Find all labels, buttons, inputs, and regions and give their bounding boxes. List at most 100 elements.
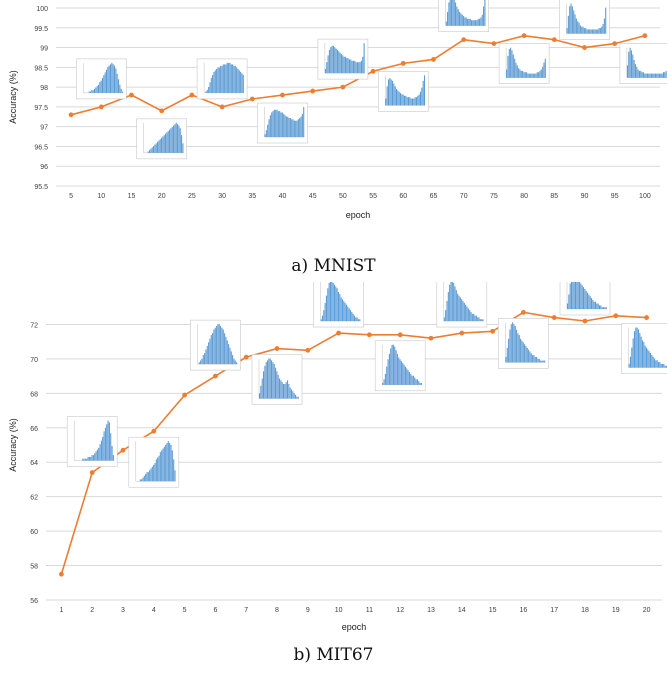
x-tick-label: 75 (490, 193, 498, 200)
histogram-bar (402, 94, 404, 106)
histogram-bar (418, 381, 420, 385)
histogram-bar (579, 282, 581, 309)
histogram-bar (650, 73, 652, 78)
histogram-bar (225, 336, 227, 365)
histogram-bar (356, 317, 358, 322)
histogram-bar (657, 73, 659, 78)
histogram-bar (359, 319, 361, 322)
data-point (551, 315, 557, 320)
x-tick-label: 14 (458, 607, 466, 614)
histogram-bar (111, 62, 113, 93)
histogram-bar (416, 379, 418, 385)
histogram-bar (206, 345, 208, 365)
chart-mnist: 95.5 96 96.5 97 97.5 98 98.5 99 99.5 100 5 10 15 20 25… (0, 0, 667, 250)
histogram-bar (273, 364, 275, 399)
histogram-bar (110, 433, 112, 461)
histogram-bar (173, 125, 175, 153)
histogram-bar (648, 351, 650, 368)
histogram-bar (209, 82, 211, 93)
histogram-bar (465, 304, 467, 322)
histogram-bar (212, 74, 214, 93)
histogram-bar (205, 349, 207, 365)
series-line (60, 311, 647, 575)
histogram-bar (534, 356, 536, 363)
histogram-bar (272, 111, 274, 138)
data-point (644, 315, 649, 320)
histogram-bar (259, 393, 261, 399)
data-point (431, 57, 436, 62)
histogram-bar (289, 117, 291, 138)
histogram-bar (587, 292, 589, 309)
histogram-bar (470, 311, 472, 322)
histogram-bar (84, 458, 86, 461)
histogram-bar (327, 55, 329, 74)
histogram-bar (351, 60, 353, 74)
histogram-bar (150, 468, 152, 482)
histogram-bar (540, 69, 542, 78)
histogram-bar (583, 28, 585, 34)
histogram-bar (269, 115, 271, 138)
histogram-bar (454, 286, 456, 322)
histogram-bar (507, 55, 509, 78)
data-point (182, 392, 188, 398)
histogram-bar (459, 297, 461, 322)
histogram-bar (512, 322, 514, 363)
y-tick-label: 68 (30, 391, 38, 398)
histogram-bar (587, 29, 589, 34)
data-point (219, 104, 225, 110)
histogram-bar (544, 58, 546, 78)
data-point (280, 92, 285, 98)
histogram-bar (352, 313, 354, 322)
histogram-bar (644, 345, 646, 368)
histogram-bar (263, 371, 265, 399)
histogram-bar (647, 349, 649, 368)
histogram-bar (89, 91, 92, 93)
histogram-bar (225, 64, 227, 93)
histogram-bar (150, 148, 152, 153)
data-point (642, 33, 648, 39)
histogram-bar (522, 342, 524, 363)
histogram-bar (542, 66, 544, 78)
histogram-bar (331, 45, 333, 74)
x-tick-label: 55 (369, 193, 377, 200)
histogram-bar (513, 324, 515, 363)
histogram-bar (540, 360, 542, 363)
histogram-bar (655, 360, 657, 368)
histogram-bar (476, 20, 478, 26)
histogram-bar (539, 70, 541, 78)
histogram-bar (240, 71, 242, 93)
histogram-bar (224, 333, 226, 365)
histogram-bar (387, 79, 390, 106)
x-axis-label: epoch (346, 210, 371, 220)
histogram-bar (657, 362, 660, 368)
histogram-bar (396, 353, 398, 385)
y-tick-label: 99 (40, 46, 48, 53)
histogram-bar (271, 360, 273, 399)
histogram-bar (155, 143, 157, 153)
histogram-bar (230, 64, 232, 93)
histogram-bar (92, 455, 94, 461)
histogram-bar (101, 77, 104, 93)
histogram-bar (663, 363, 665, 368)
data-point (189, 92, 195, 98)
histogram-bar (412, 375, 414, 385)
histogram-bar (461, 14, 463, 26)
histogram-bar (570, 3, 572, 34)
histogram-bar (595, 29, 597, 34)
histogram-bar (573, 282, 575, 309)
histogram-bar (226, 340, 228, 365)
histogram-bar (391, 344, 393, 385)
histogram-bar (121, 91, 124, 93)
histogram-bar (517, 333, 519, 363)
histogram-bar (605, 307, 607, 309)
histogram-bar (90, 456, 92, 461)
histogram-bar (526, 347, 528, 363)
histogram-bar (320, 319, 322, 322)
histogram-bar (445, 21, 447, 26)
histogram-bar (332, 282, 334, 322)
histogram-bar (645, 347, 648, 368)
data-point (340, 84, 346, 90)
histogram-bar (232, 355, 234, 365)
histogram-bar (483, 6, 485, 26)
